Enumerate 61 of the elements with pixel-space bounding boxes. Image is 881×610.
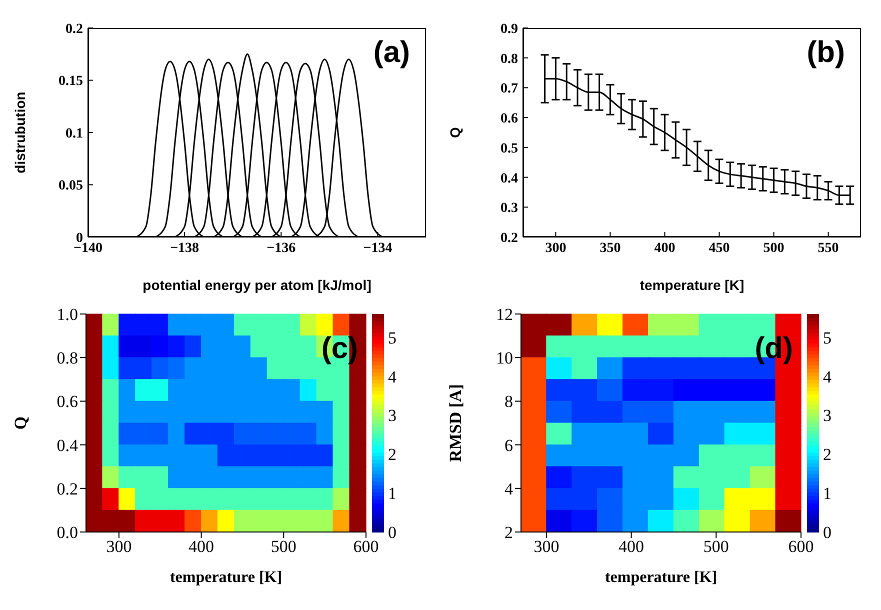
x-tick-label: 550	[818, 240, 839, 256]
color-bar-label: 5	[388, 328, 396, 348]
x-tick-label: 450	[708, 240, 730, 256]
color-bar-label: 0	[823, 523, 832, 542]
x-axis-title: potential energy per atom [kJ/mol]	[142, 277, 372, 293]
x-tick-label: −138	[170, 240, 200, 256]
x-axis-title: temperature [K]	[604, 569, 718, 586]
y-tick-label: 6	[504, 436, 513, 455]
y-tick-label: 0.05	[58, 178, 83, 194]
y-tick-label: 0.2	[66, 22, 83, 37]
y-tick-label: 0.0	[56, 523, 78, 542]
color-bar-label: 2	[388, 445, 396, 464]
y-tick-label: 0.1	[66, 126, 83, 142]
y-tick-label: 0.9	[500, 22, 518, 37]
x-tick-label: 400	[618, 537, 644, 556]
y-tick-label: 8	[504, 392, 513, 412]
color-bar-label: 4	[823, 367, 832, 386]
y-tick-label: 0.6	[56, 392, 78, 412]
x-tick-label: 500	[270, 537, 296, 556]
y-tick-label: 0.4	[500, 171, 518, 186]
x-tick-label: 300	[106, 537, 132, 556]
x-tick-label: 500	[703, 537, 729, 556]
y-tick-label: 4	[504, 479, 514, 498]
y-axis-title: RMSD [A]	[446, 384, 466, 462]
x-axis-title: temperature [K]	[170, 569, 282, 586]
x-tick-label: 500	[763, 240, 784, 256]
x-axis-title: temperature [K]	[640, 277, 744, 293]
y-tick-label: 1.0	[56, 305, 78, 324]
y-tick-label: 0.7	[500, 82, 518, 97]
color-bar-label: 4	[388, 367, 397, 386]
y-tick-label: 10	[496, 348, 513, 368]
y-tick-label: 0.4	[56, 436, 78, 455]
x-tick-label: 350	[600, 240, 621, 256]
color-bar-label: 3	[823, 406, 832, 426]
y-tick-label: 0.3	[500, 201, 518, 216]
x-tick-label: 400	[188, 537, 214, 556]
color-bar-label: 0	[388, 523, 396, 542]
y-tick-label: 0.2	[500, 230, 518, 246]
y-tick-label: 0.8	[500, 52, 518, 67]
y-tick-label: 2	[504, 523, 513, 542]
x-tick-label: −136	[266, 240, 296, 256]
color-bar-label: 3	[388, 406, 396, 426]
annotation: (a)	[373, 36, 410, 70]
x-tick-label: −134	[363, 240, 392, 256]
y-axis-title: Q	[11, 416, 30, 430]
y-axis-title: Q	[446, 126, 463, 138]
color-bar-label: 1	[388, 484, 396, 504]
y-tick-label: 0.2	[56, 479, 78, 498]
color-bar-label: 2	[823, 445, 832, 464]
x-tick-label: 400	[654, 240, 676, 256]
y-tick-label: 12	[496, 305, 513, 324]
color-bar-label: 1	[823, 484, 832, 504]
y-tick-label: 0.8	[56, 348, 78, 368]
annotation: (b)	[806, 36, 845, 70]
y-tick-label: 0.15	[58, 74, 83, 90]
y-axis-title: distrubution	[12, 92, 28, 174]
y-tick-label: 0.6	[500, 112, 518, 127]
color-bar-label: 5	[823, 328, 832, 348]
x-tick-label: 300	[545, 240, 566, 256]
x-tick-label: 300	[534, 537, 560, 556]
y-tick-label: 0.5	[500, 141, 518, 156]
